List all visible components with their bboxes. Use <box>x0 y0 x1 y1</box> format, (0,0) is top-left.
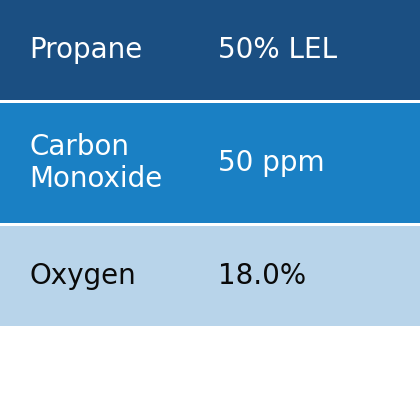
Bar <box>0 103 420 223</box>
Bar <box>0 0 420 100</box>
Text: Carbon
Monoxide: Carbon Monoxide <box>29 133 163 193</box>
Text: Oxygen: Oxygen <box>29 262 136 290</box>
Bar <box>0 226 420 326</box>
Text: Propane: Propane <box>29 36 143 64</box>
Text: 50% LEL: 50% LEL <box>218 36 338 64</box>
Text: 18.0%: 18.0% <box>218 262 307 290</box>
Text: 50 ppm: 50 ppm <box>218 149 325 177</box>
